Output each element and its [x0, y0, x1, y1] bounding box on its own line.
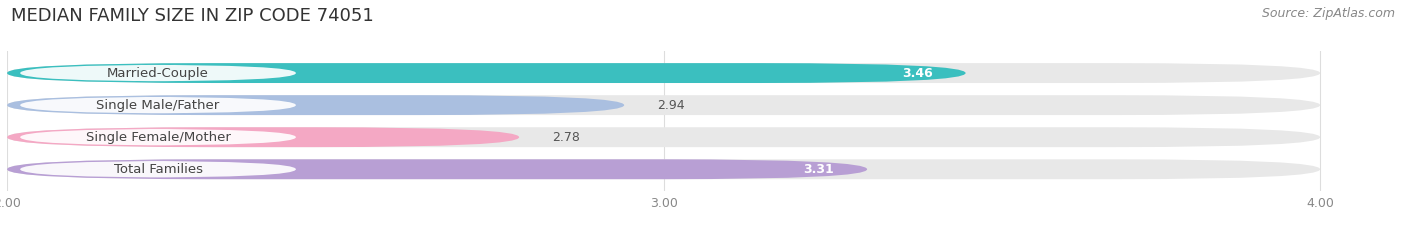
FancyBboxPatch shape — [20, 97, 295, 113]
Text: Source: ZipAtlas.com: Source: ZipAtlas.com — [1261, 7, 1395, 20]
FancyBboxPatch shape — [20, 161, 295, 178]
FancyBboxPatch shape — [20, 129, 295, 146]
FancyBboxPatch shape — [7, 127, 519, 147]
FancyBboxPatch shape — [7, 63, 1320, 83]
Text: Single Male/Father: Single Male/Father — [97, 99, 219, 112]
Text: MEDIAN FAMILY SIZE IN ZIP CODE 74051: MEDIAN FAMILY SIZE IN ZIP CODE 74051 — [11, 7, 374, 25]
FancyBboxPatch shape — [7, 95, 624, 115]
Text: Total Families: Total Families — [114, 163, 202, 176]
FancyBboxPatch shape — [20, 65, 295, 81]
Text: Single Female/Mother: Single Female/Mother — [86, 131, 231, 144]
Text: Married-Couple: Married-Couple — [107, 67, 209, 79]
Text: 3.31: 3.31 — [804, 163, 834, 176]
Text: 2.94: 2.94 — [657, 99, 685, 112]
Text: 3.46: 3.46 — [903, 67, 932, 79]
Text: 2.78: 2.78 — [553, 131, 579, 144]
FancyBboxPatch shape — [7, 95, 1320, 115]
FancyBboxPatch shape — [7, 159, 1320, 179]
FancyBboxPatch shape — [7, 127, 1320, 147]
FancyBboxPatch shape — [7, 63, 966, 83]
FancyBboxPatch shape — [7, 159, 868, 179]
